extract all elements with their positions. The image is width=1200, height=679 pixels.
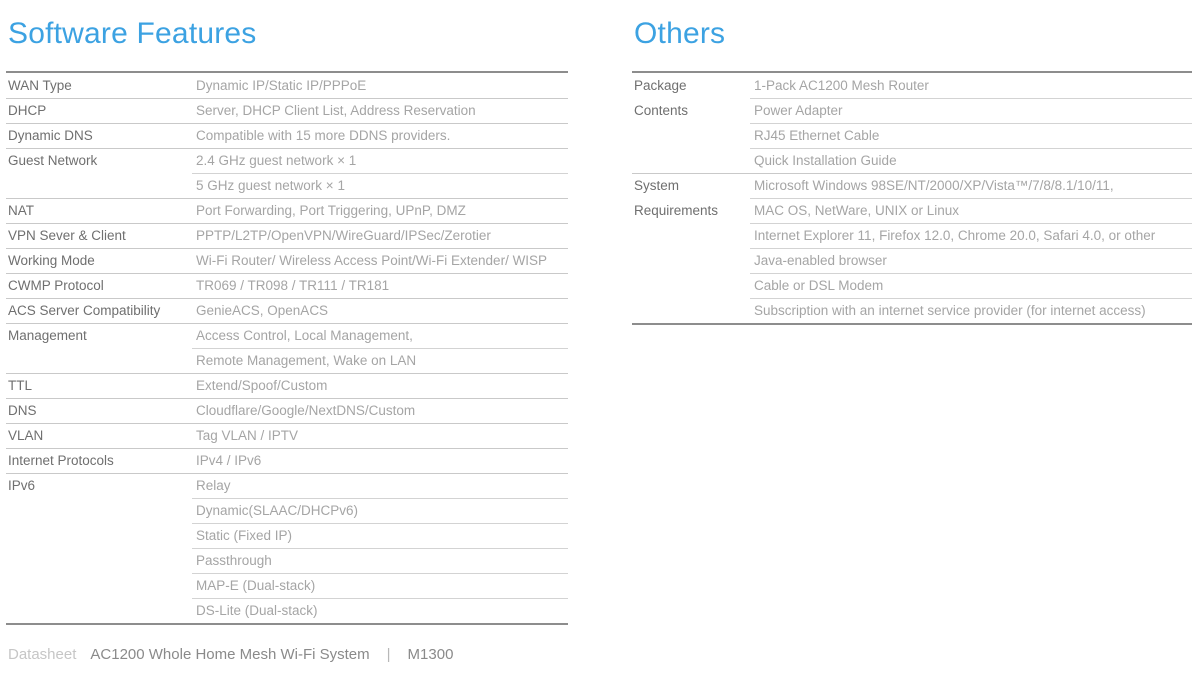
page-title-software-features: Software Features xyxy=(8,17,257,50)
table-row: VPN Sever & Client PPTP/L2TP/OpenVPN/Wire… xyxy=(6,223,568,248)
spec-value: Server, DHCP Client List, Address Reserv… xyxy=(196,103,476,118)
table-row: MAP-E (Dual-stack) xyxy=(6,573,568,598)
spec-label: VLAN xyxy=(8,428,44,443)
spec-value: 5 GHz guest network × 1 xyxy=(196,178,345,193)
table-row: TTL Extend/Spoof/Custom xyxy=(6,373,568,398)
spec-value: Tag VLAN / IPTV xyxy=(196,428,299,443)
table-row: NAT Port Forwarding, Port Triggering, UPn… xyxy=(6,198,568,223)
spec-label: Guest Network xyxy=(8,153,98,168)
spec-label: DHCP xyxy=(8,103,47,118)
table-row: Dynamic DNS Compatible with 15 more DDNS … xyxy=(6,123,568,148)
spec-value: MAP-E (Dual-stack) xyxy=(196,578,316,593)
table-row: DNS Cloudflare/Google/NextDNS/Custom xyxy=(6,398,568,423)
table-row: Subscription with an internet service pr… xyxy=(632,298,1192,323)
spec-value: Cable or DSL Modem xyxy=(754,278,884,293)
table-row: ACS Server Compatibility GenieACS, OpenAC… xyxy=(6,298,568,323)
spec-label: Requirements xyxy=(634,203,719,218)
others-table: Package 1-Pack AC1200 Mesh Router Contents… xyxy=(632,71,1192,325)
spec-value: Port Forwarding, Port Triggering, UPnP, … xyxy=(196,203,466,218)
spec-label: Contents xyxy=(634,103,689,118)
spec-label: Management xyxy=(8,328,87,343)
others-column: Others Package 1-Pack AC1200 Mesh Router C… xyxy=(632,0,1192,325)
spec-value: DS-Lite (Dual-stack) xyxy=(196,603,318,618)
table-row: Java-enabled browser xyxy=(632,248,1192,273)
footer-separator: | xyxy=(386,646,391,663)
spec-label: WAN Type xyxy=(8,78,72,93)
table-row: DHCP Server, DHCP Client List, Address Re… xyxy=(6,98,568,123)
footer-model: M1300 xyxy=(407,646,454,663)
spec-label: Working Mode xyxy=(8,253,95,268)
page-title-others: Others xyxy=(634,17,726,50)
spec-label: VPN Sever & Client xyxy=(8,228,126,243)
spec-value: Compatible with 15 more DDNS providers. xyxy=(196,128,451,143)
spec-value: TR069 / TR098 / TR111 / TR181 xyxy=(196,278,390,293)
table-row: VLAN Tag VLAN / IPTV xyxy=(6,423,568,448)
spec-value: Passthrough xyxy=(196,553,272,568)
table-row: 5 GHz guest network × 1 xyxy=(6,173,568,198)
table-row: System Microsoft Windows 98SE/NT/2000/XP/… xyxy=(632,173,1192,198)
table-row: Cable or DSL Modem xyxy=(632,273,1192,298)
spec-label: Package xyxy=(634,78,687,93)
footer-kicker: Datasheet xyxy=(8,646,77,663)
spec-value: Remote Management, Wake on LAN xyxy=(196,353,417,368)
spec-label: DNS xyxy=(8,403,37,418)
spec-value: Subscription with an internet service pr… xyxy=(754,303,1146,318)
table-row: WAN Type Dynamic IP/Static IP/PPPoE xyxy=(6,73,568,98)
table-row: Internet Explorer 11, Firefox 12.0, Chro… xyxy=(632,223,1192,248)
table-row: Management Access Control, Local Manageme… xyxy=(6,323,568,348)
spec-value: Extend/Spoof/Custom xyxy=(196,378,328,393)
footer-product-name: AC1200 Whole Home Mesh Wi-Fi System xyxy=(90,646,370,663)
spec-value: Wi-Fi Router/ Wireless Access Point/Wi-F… xyxy=(196,253,548,268)
table-row: Package 1-Pack AC1200 Mesh Router xyxy=(632,73,1192,98)
software-features-column: Software Features WAN Type Dynamic IP/Sta… xyxy=(6,0,568,625)
spec-value: PPTP/L2TP/OpenVPN/WireGuard/IPSec/Zeroti… xyxy=(196,228,491,243)
table-row: Passthrough xyxy=(6,548,568,573)
spec-value: Cloudflare/Google/NextDNS/Custom xyxy=(196,403,416,418)
spec-label: Internet Protocols xyxy=(8,453,114,468)
spec-value: Dynamic(SLAAC/DHCPv6) xyxy=(196,503,359,518)
table-row: Internet Protocols IPv4 / IPv6 xyxy=(6,448,568,473)
table-row: Requirements MAC OS, NetWare, UNIX or Lin… xyxy=(632,198,1192,223)
table-row: Contents Power Adapter xyxy=(632,98,1192,123)
spec-value: MAC OS, NetWare, UNIX or Linux xyxy=(754,203,960,218)
spec-value: Microsoft Windows 98SE/NT/2000/XP/Vista™… xyxy=(754,178,1114,193)
table-row: Guest Network 2.4 GHz guest network × 1 xyxy=(6,148,568,173)
table-row: CWMP Protocol TR069 / TR098 / TR111 / TR1… xyxy=(6,273,568,298)
spec-value: Relay xyxy=(196,478,231,493)
table-row: Dynamic(SLAAC/DHCPv6) xyxy=(6,498,568,523)
spec-value: 1-Pack AC1200 Mesh Router xyxy=(754,78,929,93)
table-row: Working Mode Wi-Fi Router/ Wireless Acces… xyxy=(6,248,568,273)
spec-label: IPv6 xyxy=(8,478,36,493)
spec-value: Quick Installation Guide xyxy=(754,153,897,168)
spec-value: Power Adapter xyxy=(754,103,843,118)
spec-value: Dynamic IP/Static IP/PPPoE xyxy=(196,78,367,93)
table-row: IPv6 Relay xyxy=(6,473,568,498)
spec-value: Static (Fixed IP) xyxy=(196,528,293,543)
spec-value: GenieACS, OpenACS xyxy=(196,303,329,318)
table-row: Remote Management, Wake on LAN xyxy=(6,348,568,373)
spec-value: RJ45 Ethernet Cable xyxy=(754,128,880,143)
spec-value: Java-enabled browser xyxy=(754,253,887,268)
spec-label: CWMP Protocol xyxy=(8,278,104,293)
table-row: RJ45 Ethernet Cable xyxy=(632,123,1192,148)
software-features-table: WAN Type Dynamic IP/Static IP/PPPoE DHCP Se… xyxy=(6,71,568,625)
spec-value: Access Control, Local Management, xyxy=(196,328,413,343)
footer: Datasheet AC1200 Whole Home Mesh Wi-Fi S… xyxy=(8,646,453,663)
spec-label: Dynamic DNS xyxy=(8,128,93,143)
table-row: Quick Installation Guide xyxy=(632,148,1192,173)
spec-label: ACS Server Compatibility xyxy=(8,303,161,318)
spec-label: TTL xyxy=(8,378,33,393)
table-row: DS-Lite (Dual-stack) xyxy=(6,598,568,623)
spec-value: IPv4 / IPv6 xyxy=(196,453,262,468)
table-row: Static (Fixed IP) xyxy=(6,523,568,548)
spec-value: 2.4 GHz guest network × 1 xyxy=(196,153,357,168)
spec-label: NAT xyxy=(8,203,34,218)
spec-value: Internet Explorer 11, Firefox 12.0, Chro… xyxy=(754,228,1156,243)
spec-label: System xyxy=(634,178,680,193)
